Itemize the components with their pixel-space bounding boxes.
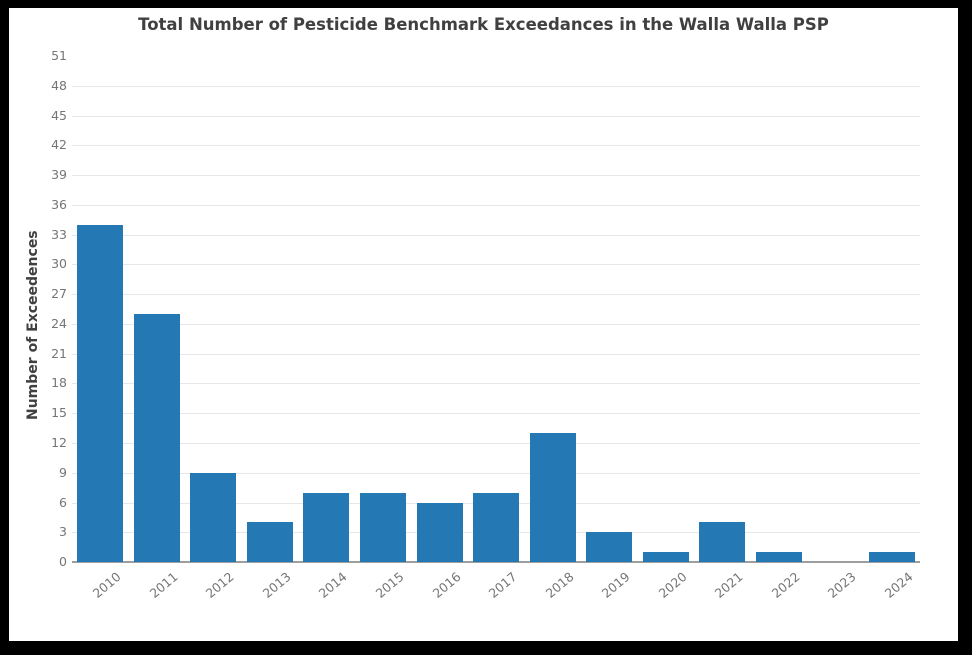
x-tick-label-2017: 2017 xyxy=(485,569,520,601)
bar-2012 xyxy=(190,472,237,562)
bar-2018 xyxy=(529,433,576,562)
x-tick-label-2022: 2022 xyxy=(768,569,803,601)
x-tick-label-2020: 2020 xyxy=(655,569,690,601)
gridline-y-21 xyxy=(72,353,920,355)
gridline-y-24 xyxy=(72,323,920,325)
x-tick-label-2021: 2021 xyxy=(711,569,746,601)
y-tick-label-9: 9 xyxy=(59,464,67,480)
gridline-y-42 xyxy=(72,145,920,147)
x-tick-label-2013: 2013 xyxy=(259,569,294,601)
y-tick-label-30: 30 xyxy=(51,256,67,272)
gridline-y-48 xyxy=(72,85,920,87)
gridline-y-45 xyxy=(72,115,920,117)
y-tick-label-12: 12 xyxy=(51,434,67,450)
bar-2014 xyxy=(303,492,350,562)
y-tick-label-18: 18 xyxy=(51,375,67,391)
bar-2011 xyxy=(133,314,180,562)
x-tick-label-2019: 2019 xyxy=(598,569,633,601)
gridline-y-36 xyxy=(72,204,920,206)
y-tick-label-42: 42 xyxy=(51,137,67,153)
y-tick-label-6: 6 xyxy=(59,494,67,510)
y-tick-label-33: 33 xyxy=(51,226,67,242)
gridline-y-12 xyxy=(72,442,920,444)
gridline-y-18 xyxy=(72,383,920,385)
y-tick-label-24: 24 xyxy=(51,315,67,331)
x-tick-label-2011: 2011 xyxy=(146,569,181,601)
gridline-y-9 xyxy=(72,472,920,474)
x-tick-label-2018: 2018 xyxy=(542,569,577,601)
y-tick-label-51: 51 xyxy=(51,48,67,63)
y-tick-label-0: 0 xyxy=(59,554,67,569)
y-tick-label-27: 27 xyxy=(51,286,67,302)
bar-2015 xyxy=(359,492,406,562)
bar-2016 xyxy=(416,502,463,562)
gridline-y-33 xyxy=(72,234,920,236)
chart-title: Total Number of Pesticide Benchmark Exce… xyxy=(138,15,829,34)
x-tick-label-2023: 2023 xyxy=(824,569,859,601)
x-tick-label-2014: 2014 xyxy=(316,569,351,601)
bar-2022 xyxy=(755,552,802,562)
y-tick-label-3: 3 xyxy=(59,524,67,540)
gridline-y-27 xyxy=(72,294,920,296)
y-tick-label-39: 39 xyxy=(51,167,67,183)
x-tick-label-2012: 2012 xyxy=(202,569,237,601)
plot-area: 0 3 6 9 12 15 18 21 24 27 30 33 36 39 42 45 48 51 2010 2011… xyxy=(9,8,958,641)
y-tick-label-45: 45 xyxy=(51,107,67,123)
gridline-y-30 xyxy=(72,264,920,266)
y-tick-label-15: 15 xyxy=(51,405,67,421)
x-tick-label-2010: 2010 xyxy=(89,569,124,601)
gridline-y-39 xyxy=(72,175,920,177)
gridline-y-15 xyxy=(72,413,920,415)
x-tick-label-2016: 2016 xyxy=(429,569,464,601)
bar-2013 xyxy=(246,522,293,562)
bar-2020 xyxy=(642,552,689,562)
bar-2010 xyxy=(77,224,124,562)
bar-2017 xyxy=(473,492,519,562)
y-tick-label-36: 36 xyxy=(51,196,67,212)
bar-2019 xyxy=(586,532,633,562)
y-tick-label-48: 48 xyxy=(51,77,67,93)
x-tick-label-2015: 2015 xyxy=(372,569,407,601)
bar-2024 xyxy=(868,552,915,562)
bar-2021 xyxy=(699,522,746,562)
x-axis-line xyxy=(72,561,920,563)
y-tick-label-21: 21 xyxy=(51,345,67,361)
x-tick-label-2024: 2024 xyxy=(881,569,916,601)
